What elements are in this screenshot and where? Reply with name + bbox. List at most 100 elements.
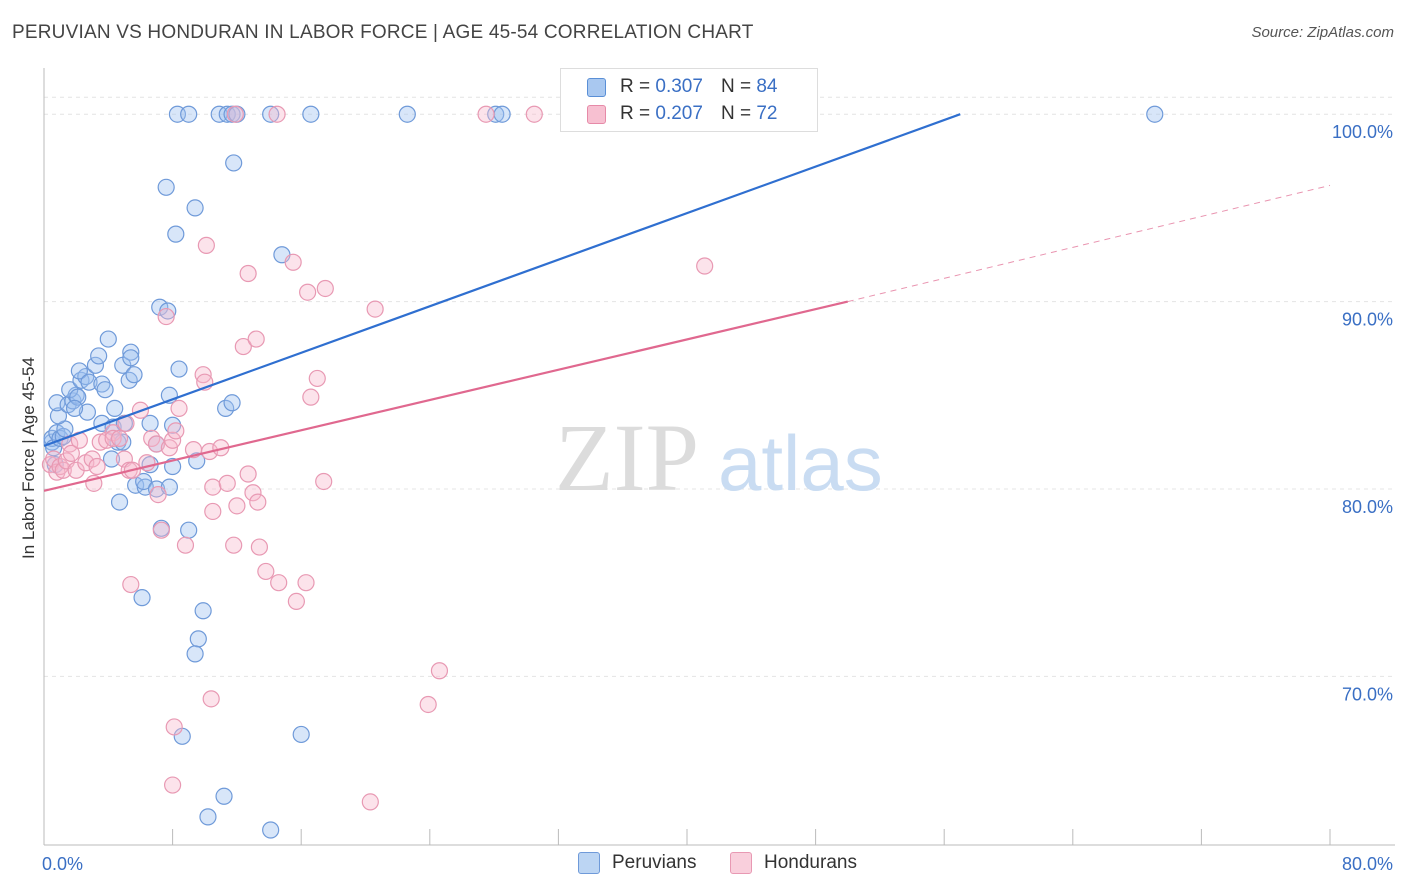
y-tick-label: 80.0% xyxy=(1342,497,1393,517)
axes xyxy=(43,68,1395,846)
source-label: Source: ZipAtlas.com xyxy=(1251,24,1394,41)
watermark-zip: ZIP xyxy=(555,404,699,511)
point-hondurans xyxy=(234,337,252,356)
point-peruvians xyxy=(69,388,87,406)
trend-line-hondurans xyxy=(43,300,849,492)
trend-lines xyxy=(43,113,1331,492)
chart-title: PERUVIAN VS HONDURAN IN LABOR FORCE | AG… xyxy=(12,22,754,43)
point-hondurans xyxy=(239,264,257,283)
point-peruvians xyxy=(135,472,153,491)
point-peruvians xyxy=(215,787,233,805)
point-peruvians xyxy=(302,105,320,123)
legend-label-peruvians: Peruvians xyxy=(612,852,697,873)
legend-row-peruvians: R = 0.307 N = 84 xyxy=(587,76,777,98)
watermark: ZIP atlas xyxy=(555,404,883,511)
legend-n-label: N = xyxy=(720,76,752,97)
point-peruvians xyxy=(186,199,204,217)
point-peruvians xyxy=(180,521,198,539)
point-hondurans xyxy=(430,662,449,680)
legend-n-label: N = xyxy=(720,103,752,124)
point-hondurans xyxy=(525,105,543,123)
legend-item-hondurans[interactable]: Hondurans xyxy=(730,852,857,874)
point-peruvians xyxy=(151,298,169,316)
point-peruvians xyxy=(125,366,143,384)
point-hondurans xyxy=(225,536,243,554)
point-hondurans xyxy=(257,562,275,581)
point-hondurans xyxy=(167,422,185,440)
point-hondurans xyxy=(244,484,262,502)
point-peruvians xyxy=(93,375,111,393)
legend-swatch-peruvians xyxy=(587,77,606,97)
point-hondurans xyxy=(419,695,437,714)
point-peruvians xyxy=(194,602,212,620)
point-hondurans xyxy=(104,429,122,447)
point-peruvians xyxy=(223,394,241,412)
x-tick-label-min: 0.0% xyxy=(42,854,83,874)
point-hondurans xyxy=(164,431,182,449)
point-peruvians xyxy=(106,399,124,418)
point-hondurans xyxy=(299,283,317,301)
point-hondurans xyxy=(361,793,379,811)
correlation-legend: R = 0.307 N = 84 R = 0.207 N = 72 xyxy=(560,68,818,132)
legend-r-value-peruvians: 0.307 xyxy=(655,76,703,97)
point-peruvians xyxy=(80,373,98,391)
point-peruvians xyxy=(86,356,105,374)
point-peruvians xyxy=(186,645,204,663)
point-hondurans xyxy=(147,435,166,453)
point-hondurans xyxy=(302,388,320,406)
legend-swatch-peruvians xyxy=(578,852,600,874)
point-hondurans xyxy=(477,105,495,123)
point-hondurans xyxy=(228,497,246,515)
y-tick-label: 70.0% xyxy=(1342,684,1393,704)
point-hondurans xyxy=(152,521,170,539)
point-hondurans xyxy=(287,592,305,611)
legend-item-peruvians[interactable]: Peruvians xyxy=(578,852,697,874)
watermark-atlas: atlas xyxy=(718,419,883,507)
point-hondurans xyxy=(268,105,286,123)
series-legend: Peruvians Hondurans xyxy=(0,852,1406,878)
point-hondurans xyxy=(48,463,66,481)
point-peruvians xyxy=(96,381,114,399)
point-hondurans xyxy=(88,457,106,476)
point-hondurans xyxy=(170,399,188,418)
point-hondurans xyxy=(315,472,333,491)
point-peruvians xyxy=(164,416,182,434)
point-hondurans xyxy=(197,236,215,254)
point-hondurans xyxy=(316,279,334,298)
point-peruvians xyxy=(133,589,151,607)
point-peruvians xyxy=(170,360,188,378)
point-hondurans xyxy=(204,478,222,496)
point-hondurans xyxy=(157,307,175,326)
point-peruvians xyxy=(487,105,505,123)
point-peruvians xyxy=(70,362,88,380)
point-peruvians xyxy=(398,105,416,123)
point-hondurans xyxy=(226,105,244,123)
point-hondurans xyxy=(218,474,236,492)
point-hondurans xyxy=(202,690,220,708)
y-axis-title: In Labor Force | Age 45-54 xyxy=(19,357,38,559)
point-hondurans xyxy=(176,536,195,554)
point-peruvians xyxy=(167,225,185,243)
point-hondurans xyxy=(297,574,315,592)
point-hondurans xyxy=(62,444,80,462)
legend-n-value-peruvians: 84 xyxy=(756,76,778,97)
point-hondurans xyxy=(54,461,72,479)
point-peruvians xyxy=(292,725,310,744)
point-hondurans xyxy=(249,493,267,511)
point-hondurans xyxy=(149,485,167,504)
point-peruvians xyxy=(262,105,280,123)
point-hondurans xyxy=(239,465,257,483)
point-peruvians xyxy=(199,808,217,826)
gridlines xyxy=(44,96,1395,677)
trend-line-peruvians xyxy=(43,113,961,447)
x-tick-label-max: 80.0% xyxy=(1342,854,1393,874)
point-peruvians xyxy=(225,154,243,172)
legend-row-hondurans: R = 0.207 N = 72 xyxy=(587,103,777,125)
point-peruvians xyxy=(189,630,207,648)
point-peruvians xyxy=(157,178,175,196)
legend-swatch-hondurans xyxy=(730,852,752,874)
point-hondurans xyxy=(164,776,182,794)
legend-label-hondurans: Hondurans xyxy=(764,852,857,873)
point-peruvians xyxy=(262,821,280,839)
